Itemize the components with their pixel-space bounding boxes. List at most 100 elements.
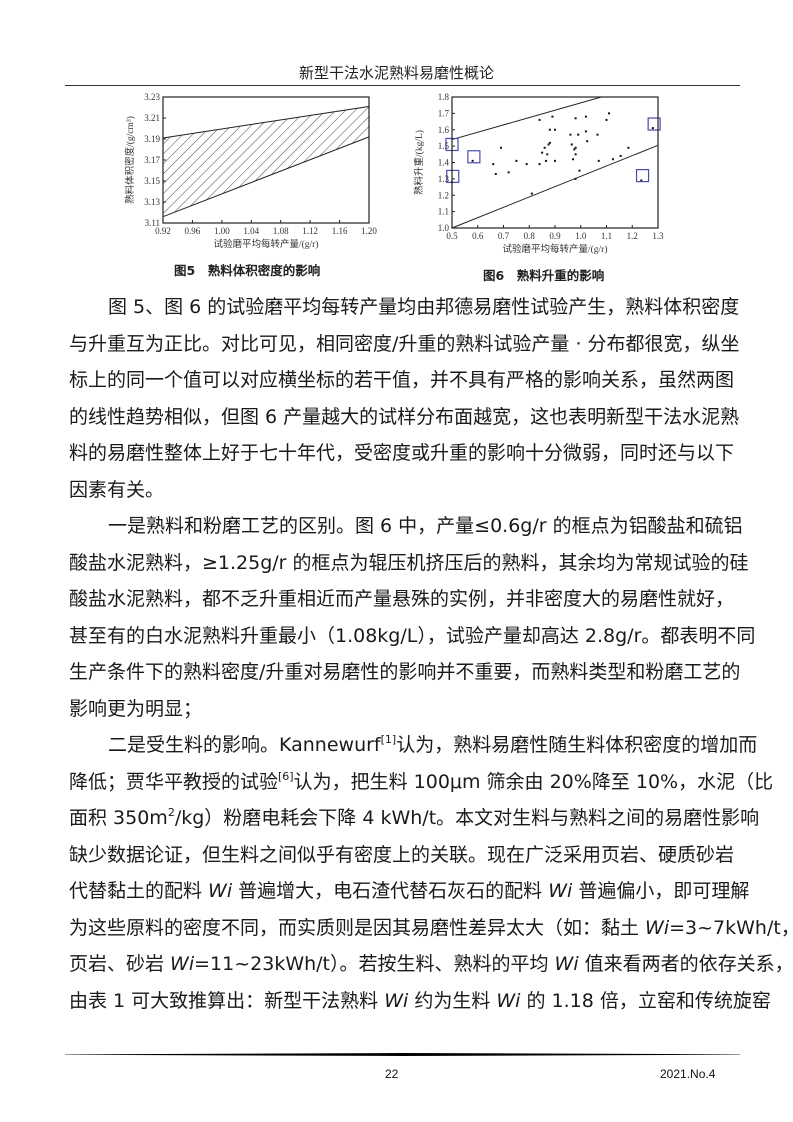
text-span: /kg）粉磨电耗会下降 4 kWh/t。本文对生料与熟料之间的易磨性影响 [174,807,760,829]
x-tick-label: 1.3 [652,231,664,241]
wi-symbol: Wi [548,880,573,902]
text-span: =3~7kWh/t， [669,916,793,939]
text-line: 标上的同一个值可以对应横坐标的若干值，并不具有严格的影响关系，虽然两图 [69,369,735,391]
data-point [547,143,550,146]
superscript: 2 [167,806,175,819]
hatched-band [162,105,370,218]
x-tick-label: 1.16 [332,226,348,236]
data-point [515,159,518,162]
text-line: 为这些原料的密度不同，而实质则是因其易磨性差异太大（如：黏土 Wi=3~7kWh… [69,910,793,947]
x-tick-label: 1.00 [214,226,230,236]
data-point [584,130,587,133]
x-tick-label: 1.08 [273,226,289,236]
lower-bound-line [451,144,659,229]
text-line: 代替黏土的配料 Wi 普遍增大，电石渣代替石灰石的配料 Wi 普遍偏小，即可理解 [69,873,749,910]
data-point [538,118,541,121]
text-line: 的线性趋势相似，但图 6 产量越大的试样分布面越宽，这也表明新型干法水泥熟 [69,405,740,428]
figure-5-svg: 0.92 0.96 1.00 1.04 1.08 1.12 1.16 1.20 3.11 3.13… [124,92,377,250]
data-point [578,169,581,172]
data-point [608,112,611,115]
text-span: =11~23kWh/t）。若按生料、熟料的平均 [194,953,555,975]
data-point [619,154,622,157]
text-line: 二是受生料的影响。Kannewurf[1]认为，熟料易磨性随生料体积密度的增加而 [69,727,757,764]
x-tick-label: 0.5 [446,231,458,241]
data-point [548,128,551,131]
wi-symbol: Wi [384,989,409,1012]
figure-6-caption: 图6 熟料升重的影响 [483,268,605,283]
text-line: 料的易磨性整体上好于七十年代，受密度或升重的影响十分微弱，同时还与以下 [69,442,735,464]
y-tick-label: 1.2 [438,190,449,200]
figure-6-chart: 0.5 0.6 0.7 0.8 0.9 1.0 1.1 1.2 1.3 1.0 1.1 1.2 1.3 1… [410,88,680,267]
x-tick-label: 0.9 [549,231,561,241]
figure-5-chart: 0.92 0.96 1.00 1.04 1.08 1.12 1.16 1.20 3.11 3.13… [120,88,390,262]
figure-6-svg: 0.5 0.6 0.7 0.8 0.9 1.0 1.1 1.2 1.3 1.0 1.1 1.2 1.3 1… [413,92,664,255]
text-span: 认为，熟料易磨性随生料体积密度的增加而 [396,734,758,756]
y-tick-label: 3.15 [144,176,160,186]
x-tick-label: 1.20 [361,226,377,236]
boxed-point [647,117,661,131]
data-point [494,172,497,175]
data-point [492,163,495,166]
data-point [640,179,643,182]
text-line: 图 5、图 6 的试验磨平均每转产量均由邦德易磨性试验产生，熟料体积密度 [108,296,740,318]
text-span: 普遍增大，电石渣代替石灰石的配料 [232,880,549,902]
x-tick-label: 0.6 [472,231,484,241]
page-number: 22 [385,1067,399,1081]
data-point [573,148,576,151]
data-point [546,153,549,156]
data-point [596,133,599,136]
boxed-point [467,150,481,164]
y-tick-label: 1.7 [438,108,450,118]
x-tick-label: 1.0 [575,231,587,241]
y-tick-label: 1.4 [438,158,450,168]
data-point [586,140,589,143]
data-point [584,115,587,118]
y-tick-label: 3.23 [144,92,160,102]
text-line: 由表 1 可大致推算出：新型干法熟料 Wi 约为生料 Wi 的 1.18 倍，立… [69,983,771,1020]
data-point [548,141,551,144]
text-span: 认为，把生料 100μm 筛余由 20%降至 10%，水泥（比 [293,770,774,793]
text-span: 二是受生料的影响。Kannewurf [108,734,381,756]
x-tick-label: 0.7 [498,231,510,241]
x-tick-label: 1.04 [243,226,259,236]
text-span: 由表 1 可大致推算出：新型干法熟料 [69,989,385,1012]
text-line: 缺少数据论证，但生料之间似乎有密度上的关联。现在广泛采用页岩、硬质砂岩 [69,843,735,866]
data-point [574,117,577,120]
data-point [611,158,614,161]
x-tick-label: 1.1 [601,231,612,241]
y-axis-label: 熟料体积密度/(g/cm³) [124,116,136,204]
text-span: 的 1.18 倍，立窑和传统旋窑 [520,989,771,1012]
y-tick-label: 1.5 [438,141,450,151]
text-line: 与升重互为正比。对比可见，相同密度/升重的熟料试验产量 · 分布都很宽，纵坐 [69,332,740,355]
data-point [507,171,510,174]
text-line: 降低；贾华平教授的试验[6]认为，把生料 100μm 筛余由 20%降至 10%… [69,764,773,801]
data-point [597,159,600,162]
data-point [554,128,556,131]
text-line: 甚至有的白水泥熟料升重最小（1.08kg/L），试验产量却高达 2.8g/r。都… [69,624,756,647]
upper-bound-line [451,96,602,141]
text-span: 页岩、砂岩 [69,953,171,975]
data-point [499,146,502,149]
data-point [572,158,575,161]
wi-symbol: Wi [554,953,579,975]
wi-symbol: Wi [496,989,521,1012]
data-point [541,151,544,154]
data-point [525,163,528,166]
x-tick-label: 1.2 [627,231,638,241]
text-span: 降低；贾华平教授的试验 [69,770,279,793]
boxed-point [446,169,460,184]
data-point [544,159,547,162]
data-point [574,177,577,180]
issue-label: 2021.No.4 [660,1067,716,1081]
data-point [574,153,577,156]
data-point [554,159,556,162]
citation-1: [1] [380,733,397,746]
data-point [471,159,474,162]
text-line: 酸盐水泥熟料，≥1.25g/r 的框点为辊压机挤压后的熟料，其余均为常规试验的硅 [69,551,749,574]
y-tick-label: 1.6 [438,125,450,135]
wi-symbol: Wi [170,953,195,975]
y-axis-label: 熟料升重/(kg/L) [413,130,425,195]
data-point [577,133,580,136]
citation-6: [6] [278,769,294,783]
text-span: 面积 350m [69,807,168,829]
